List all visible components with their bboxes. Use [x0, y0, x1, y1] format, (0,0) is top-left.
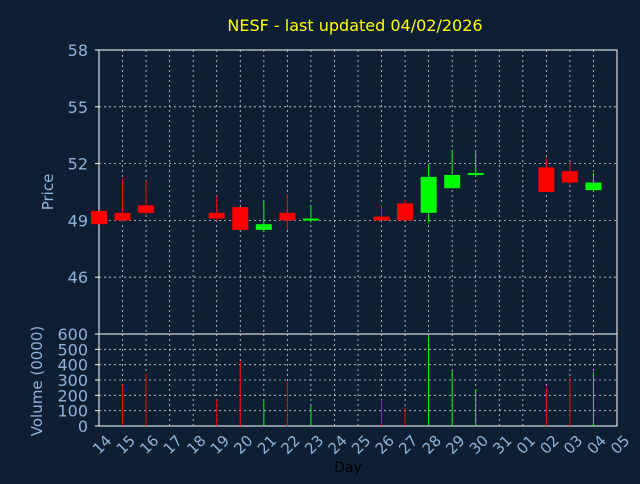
volume-tick-label: 300	[57, 371, 88, 390]
day-tick-label: 15	[113, 432, 139, 458]
day-tick-label: 28	[419, 432, 445, 458]
day-tick-label: 18	[183, 432, 209, 458]
candle-23	[302, 205, 319, 223]
volume-bars	[122, 336, 594, 426]
candle-16	[138, 180, 155, 215]
candle-29	[444, 150, 461, 189]
price-tick-label: 49	[68, 211, 88, 230]
day-tick-label: 05	[607, 432, 633, 458]
volume-tick-label: 100	[57, 402, 88, 421]
chart-title: NESF - last updated 04/02/2026	[227, 16, 482, 35]
volume-tick-label: 400	[57, 356, 88, 375]
day-tick-label: 23	[301, 432, 327, 458]
price-tick-label: 55	[68, 98, 88, 117]
volume-tick-label: 200	[57, 386, 88, 405]
day-tick-label: 20	[230, 432, 256, 458]
day-tick-label: 26	[372, 432, 398, 458]
candle-body	[538, 167, 555, 192]
day-tick-label: 16	[136, 432, 162, 458]
day-tick-label: 19	[207, 432, 233, 458]
candle-body	[467, 173, 484, 176]
day-tick-label: 22	[278, 432, 304, 458]
candle-02	[538, 157, 555, 192]
candle-body	[302, 218, 319, 221]
candle-body	[373, 216, 390, 221]
candle-body	[585, 182, 602, 191]
candle-body	[420, 176, 437, 213]
candle-body	[444, 174, 461, 189]
day-tick-label: 31	[489, 432, 515, 458]
candle-body	[232, 207, 249, 230]
candle-03	[561, 161, 578, 185]
volume-grid	[95, 333, 617, 427]
day-tick-label: 14	[89, 432, 115, 458]
candle-20	[232, 207, 249, 230]
day-tick-labels: 1415161718192021222324252627282930310102…	[89, 432, 633, 458]
day-tick-label: 01	[513, 432, 539, 458]
candle-body	[91, 210, 107, 225]
volume-tick-label: 0	[78, 417, 88, 436]
day-tick-label: 04	[584, 432, 610, 458]
x-axis-label: Day	[334, 460, 362, 476]
day-tick-label: 30	[466, 432, 492, 458]
day-tick-label: 24	[325, 432, 351, 458]
candle-body	[255, 224, 272, 230]
day-tick-label: 03	[560, 432, 586, 458]
price-panel: 46 49 52 55 58 Price	[39, 41, 618, 335]
candle-19	[208, 195, 225, 221]
candle-body	[397, 203, 414, 221]
day-tick-label: 21	[254, 432, 280, 458]
candle-04	[585, 173, 602, 192]
candle-21	[255, 201, 272, 232]
day-tick-label: 02	[537, 432, 563, 458]
volume-tick-label: 500	[57, 340, 88, 359]
price-grid	[95, 49, 617, 334]
day-tick-label: 27	[395, 432, 421, 458]
candle-body	[279, 212, 296, 221]
candle-27	[397, 199, 414, 221]
candle-14	[91, 210, 107, 225]
price-axis-label: Price	[39, 174, 57, 211]
volume-axis-label: Volume (0000)	[28, 326, 46, 436]
price-tick-label: 46	[68, 268, 88, 287]
price-tick-label: 58	[68, 41, 88, 60]
candle-body	[138, 205, 155, 213]
day-tick-label: 17	[160, 432, 186, 458]
candles	[91, 150, 602, 232]
day-tick-label: 25	[348, 432, 374, 458]
candle-22	[279, 193, 296, 230]
price-tick-label: 52	[68, 155, 88, 174]
volume-tick-label: 600	[57, 325, 88, 344]
candle-30	[467, 152, 484, 177]
candle-15	[114, 178, 131, 223]
candle-26	[373, 205, 390, 221]
day-tick-label: 29	[442, 432, 468, 458]
candle-body	[561, 171, 578, 183]
candle-body	[208, 212, 225, 219]
price-y-tick-labels: 46 49 52 55 58	[68, 41, 88, 287]
candle-body	[114, 212, 131, 221]
candle-28	[420, 163, 437, 223]
